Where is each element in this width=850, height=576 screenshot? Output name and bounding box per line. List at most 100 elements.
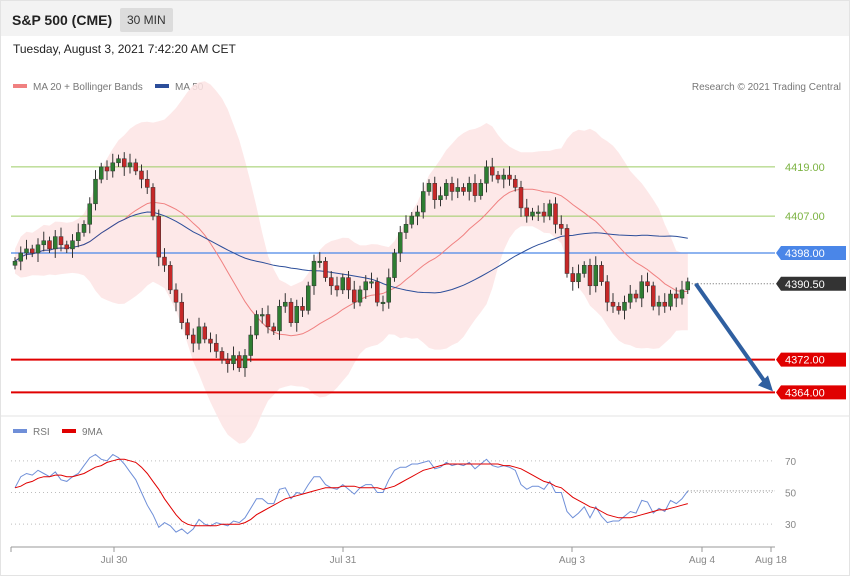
candle-body bbox=[127, 162, 133, 168]
candle-body bbox=[323, 260, 328, 278]
candle-body bbox=[610, 301, 616, 307]
candle-body bbox=[300, 306, 305, 311]
candle-body bbox=[645, 281, 650, 287]
candle-body bbox=[426, 183, 432, 192]
candle-body bbox=[576, 273, 581, 282]
projection-arrow-head bbox=[758, 375, 773, 392]
candle-body bbox=[145, 178, 150, 188]
candle-body bbox=[375, 281, 380, 303]
candle-body bbox=[64, 244, 69, 250]
candle-body bbox=[219, 351, 225, 360]
candle-body bbox=[340, 277, 345, 291]
candle-body bbox=[587, 265, 593, 287]
candle-body bbox=[593, 265, 598, 287]
candle-body bbox=[444, 183, 449, 196]
candle-body bbox=[484, 166, 489, 184]
candle-body bbox=[53, 236, 58, 250]
candle-body bbox=[363, 281, 368, 291]
candle-body bbox=[605, 281, 610, 303]
candle-body bbox=[185, 322, 190, 336]
candle-body bbox=[547, 203, 552, 217]
candle-body bbox=[628, 293, 633, 303]
candle-body bbox=[162, 256, 167, 266]
candle-body bbox=[116, 158, 121, 164]
candle-body bbox=[294, 306, 299, 323]
candle-body bbox=[432, 183, 437, 200]
candle-body bbox=[490, 166, 495, 176]
candle-body bbox=[668, 293, 673, 307]
ma20-legend-label: MA 20 + Bollinger Bands bbox=[33, 82, 143, 93]
candle-body bbox=[248, 334, 253, 356]
candle-body bbox=[76, 232, 81, 241]
x-tick-label: Aug 18 bbox=[755, 555, 787, 566]
level-label-resistance: 4419.00 bbox=[785, 162, 825, 174]
candle-body bbox=[173, 289, 179, 303]
candle-body bbox=[99, 166, 104, 180]
candle-body bbox=[553, 203, 558, 225]
candle-body bbox=[541, 211, 547, 217]
candle-body bbox=[30, 248, 35, 254]
candle-body bbox=[455, 187, 460, 192]
bollinger-band bbox=[15, 81, 688, 444]
candle-body bbox=[24, 248, 29, 254]
candle-body bbox=[47, 240, 52, 250]
chart-header: S&P 500 (CME) 30 MIN bbox=[1, 1, 849, 36]
level-tag-current bbox=[776, 276, 846, 291]
level-label-pivot: 4398.00 bbox=[785, 248, 825, 260]
candle-body bbox=[633, 293, 639, 299]
candle-body bbox=[231, 355, 236, 364]
candle-body bbox=[674, 293, 679, 299]
candle-body bbox=[306, 285, 311, 311]
candle-body bbox=[265, 314, 271, 328]
candle-body bbox=[599, 265, 604, 282]
ma50-legend-label: MA 50 bbox=[175, 82, 204, 93]
ma50-legend-swatch bbox=[155, 84, 169, 88]
level-label-support: 4364.00 bbox=[785, 387, 825, 399]
candle-body bbox=[662, 301, 667, 307]
candle-body bbox=[196, 326, 202, 344]
candle-body bbox=[564, 228, 570, 274]
chart-datetime: Tuesday, August 3, 2021 7:42:20 AM CET bbox=[13, 42, 236, 56]
candle-body bbox=[254, 314, 259, 336]
rsi-tick-label: 30 bbox=[785, 520, 797, 531]
candle-body bbox=[110, 162, 115, 172]
candle-body bbox=[277, 306, 282, 332]
x-tick-label: Jul 30 bbox=[101, 555, 128, 566]
rsi-ma9-line bbox=[14, 458, 688, 527]
x-tick-label: Aug 4 bbox=[689, 555, 716, 566]
level-tag-support bbox=[776, 352, 846, 367]
rsi-legend-label: RSI bbox=[33, 427, 50, 438]
candle-body bbox=[283, 301, 288, 307]
candle-body bbox=[168, 265, 173, 291]
candle-body bbox=[449, 183, 455, 192]
candle-body bbox=[685, 281, 690, 291]
candle-body bbox=[288, 301, 294, 323]
ma9-legend-label: 9MA bbox=[82, 427, 103, 438]
x-tick-label: Jul 31 bbox=[330, 555, 357, 566]
rsi-line bbox=[14, 453, 689, 535]
candle-body bbox=[191, 334, 196, 344]
candle-body bbox=[501, 174, 506, 180]
candle-body bbox=[12, 260, 18, 266]
candle-body bbox=[369, 281, 374, 284]
candle-body bbox=[530, 211, 535, 217]
candle-body bbox=[518, 187, 524, 209]
candle-body bbox=[70, 240, 75, 250]
candle-body bbox=[386, 277, 391, 303]
candle-body bbox=[380, 301, 386, 304]
rsi-tick-label: 50 bbox=[785, 489, 797, 500]
candle-body bbox=[18, 252, 23, 262]
candle-body bbox=[582, 265, 587, 274]
candle-body bbox=[179, 301, 184, 323]
candle-body bbox=[87, 203, 92, 225]
candle-body bbox=[622, 301, 627, 311]
candle-body bbox=[311, 260, 317, 287]
level-label-current: 4390.50 bbox=[785, 279, 825, 291]
candle-body bbox=[93, 178, 98, 205]
candle-body bbox=[421, 191, 426, 213]
candle-body bbox=[334, 285, 340, 291]
ma50-line bbox=[14, 211, 688, 294]
candle-body bbox=[242, 355, 248, 369]
timeframe-badge[interactable]: 30 MIN bbox=[120, 8, 173, 32]
